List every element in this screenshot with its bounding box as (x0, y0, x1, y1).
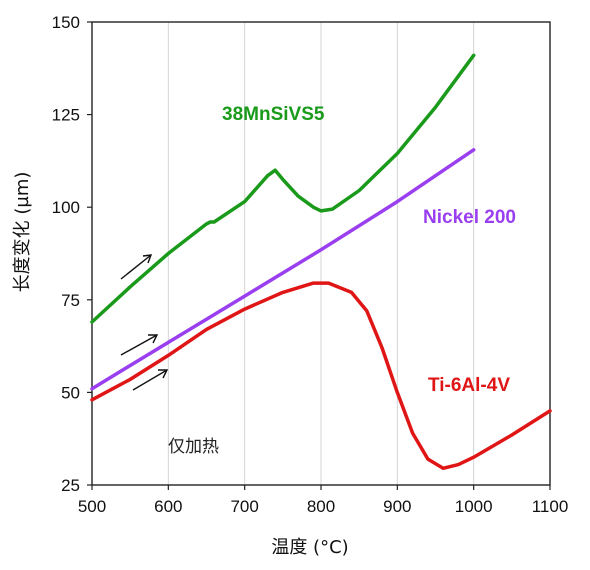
x-tick-label: 1100 (532, 497, 569, 516)
arrow-38mnsivs5 (120, 254, 152, 280)
series-label-38mnsivs5: 38MnSiVS5 (222, 104, 325, 125)
arrow-annotations (120, 254, 169, 391)
y-tick-label: 100 (52, 198, 80, 217)
grid (167, 22, 475, 485)
series-line-38mnsivs5 (90, 53, 476, 324)
series-group (90, 53, 552, 471)
y-tick-label: 25 (61, 476, 80, 495)
axis-ticks: 500 600 700 800 900 1000 1100 25 50 75 100 125 150 (52, 13, 569, 516)
y-axis-title: 长度变化 (µm) (12, 172, 33, 293)
series-label-nickel-200: Nickel 200 (423, 207, 516, 228)
x-tick-label: 800 (307, 497, 335, 516)
y-tick-label: 75 (61, 291, 80, 310)
heating-only-note: 仅加热 (168, 437, 219, 457)
arrow-head-ti (158, 369, 169, 379)
x-tick-label: 600 (154, 497, 182, 516)
x-axis-title: 温度 (°C) (271, 537, 348, 558)
y-tick-label: 50 (61, 383, 80, 402)
arrow-head-nickel (148, 334, 159, 344)
x-tick-label: 1000 (455, 497, 493, 516)
x-tick-label: 700 (230, 497, 258, 516)
arrow-head-38mnsivs5 (142, 254, 153, 264)
arrow-ti (132, 369, 168, 391)
series-line-ti-6al-4v (90, 281, 552, 471)
y-tick-label: 150 (52, 13, 80, 32)
series-line-nickel-200 (90, 148, 476, 391)
series-label-ti-6al-4v: Ti-6Al-4V (428, 375, 510, 396)
y-tick-label: 125 (52, 106, 80, 125)
arrow-nickel (120, 334, 158, 356)
x-tick-label: 900 (383, 497, 411, 516)
x-tick-label: 500 (78, 497, 106, 516)
